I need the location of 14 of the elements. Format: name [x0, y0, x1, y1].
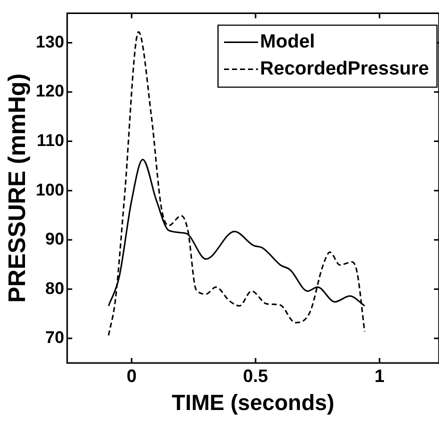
- y-tick-label: 120: [36, 82, 64, 101]
- y-tick-label: 130: [36, 32, 64, 52]
- y-tick-label: 80: [45, 278, 64, 298]
- y-axis-title: PRESSURE (mmHg): [4, 73, 32, 303]
- legend-label: Model: [260, 31, 315, 52]
- x-tick-label: 1: [374, 366, 385, 386]
- x-tick-label: 0.5: [243, 366, 268, 386]
- y-tick-label: 90: [45, 230, 64, 249]
- y-tick-label: 70: [45, 328, 64, 348]
- y-tick-label: 110: [36, 130, 64, 150]
- x-tick-label: 0: [126, 366, 137, 386]
- x-axis-title: TIME (seconds): [172, 390, 334, 415]
- legend-label: RecordedPressure: [260, 58, 429, 80]
- y-tick-label: 100: [36, 180, 64, 200]
